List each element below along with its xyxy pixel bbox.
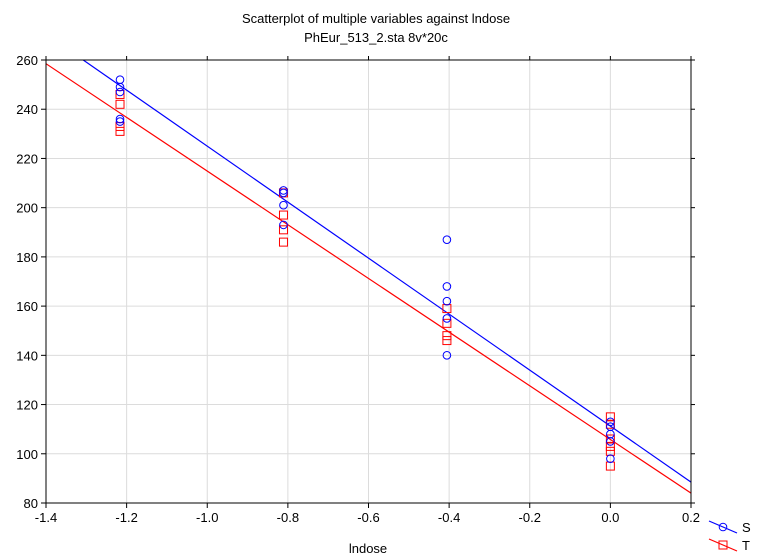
chart-title: Scatterplot of multiple variables agains… (242, 11, 510, 26)
data-point-s (442, 235, 452, 244)
legend-line-s (708, 520, 738, 534)
data-point-s (606, 437, 615, 446)
data-point-s (115, 82, 125, 92)
data-points (115, 75, 615, 471)
x-tick-label: -0.2 (519, 510, 541, 525)
y-tick-label: 240 (16, 102, 38, 117)
x-axis-label: lndose (349, 541, 387, 556)
y-tick-label: 260 (16, 53, 38, 68)
legend-label-t: T (742, 538, 750, 553)
x-tick-label: -1.0 (196, 510, 218, 525)
data-point-s (606, 417, 615, 427)
x-tick-label: -0.6 (357, 510, 379, 525)
data-point-t (442, 336, 452, 346)
data-point-t (605, 419, 615, 429)
data-point-s (115, 87, 125, 97)
data-point-t (442, 331, 452, 341)
data-point-s (115, 117, 125, 126)
data-point-s (115, 75, 125, 84)
data-point-t (115, 126, 125, 136)
data-point-t (605, 441, 615, 451)
fit-line-s (82, 60, 691, 483)
chart-subtitle: PhEur_513_2.sta 8v*20c (304, 30, 448, 45)
data-point-t (278, 237, 288, 247)
x-tick-label: -1.4 (35, 510, 57, 525)
data-point-s (442, 314, 452, 323)
legend-marker-s (718, 522, 728, 532)
data-point-t (605, 412, 615, 422)
legend: ST (708, 520, 751, 553)
data-point-t (442, 318, 452, 328)
data-point-s (279, 220, 288, 230)
y-tick-label: 140 (16, 348, 38, 363)
data-point-s (442, 296, 452, 306)
fit-line-t (46, 63, 691, 494)
data-point-s (606, 454, 615, 464)
y-tick-label: 180 (16, 250, 38, 265)
data-point-s (279, 200, 288, 210)
data-point-s (279, 186, 288, 195)
x-tick-label: -0.4 (438, 510, 460, 525)
legend-label-s: S (742, 520, 751, 535)
y-tick-label: 220 (16, 151, 38, 166)
x-tick-label: -0.8 (277, 510, 299, 525)
fit-lines (46, 60, 691, 494)
data-point-t (278, 225, 288, 235)
y-tick-label: 80 (24, 496, 38, 511)
data-point-s (442, 351, 452, 360)
data-point-s (115, 114, 125, 124)
data-point-s (279, 188, 288, 198)
data-point-t (605, 434, 615, 444)
grid-lines (46, 60, 691, 503)
y-tick-label: 120 (16, 398, 38, 413)
x-tick-label: 0.0 (601, 510, 619, 525)
axis-ticks: -1.4 -1.2 -1.0 -0.8 -0.6 -0.4 -0.2 0.0 0.2 80 100 1… (16, 53, 700, 525)
y-tick-label: 100 (16, 447, 38, 462)
legend-marker-t (718, 540, 728, 550)
x-tick-label: -1.2 (115, 510, 137, 525)
x-tick-label: 0.2 (682, 510, 700, 525)
y-tick-label: 160 (16, 299, 38, 314)
data-point-t (115, 99, 125, 109)
legend-line-t (708, 538, 738, 552)
data-point-t (278, 210, 288, 220)
data-point-s (442, 282, 452, 291)
y-tick-label: 200 (16, 201, 38, 216)
